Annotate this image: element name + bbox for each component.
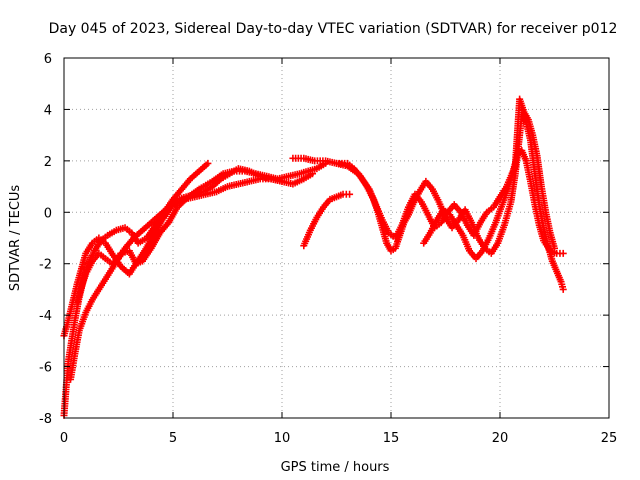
data-point bbox=[278, 177, 286, 185]
chart-title: Day 045 of 2023, Sidereal Day-to-day VTE… bbox=[49, 21, 618, 37]
data-point bbox=[346, 190, 354, 198]
y-tick-label: -6 bbox=[39, 361, 52, 376]
y-tick-label: -8 bbox=[39, 412, 52, 427]
y-tick-label: 4 bbox=[44, 103, 52, 118]
y-tick-label: 6 bbox=[44, 52, 52, 67]
y-axis-label: SDTVAR / TECUs bbox=[8, 185, 23, 292]
y-tick-label: 2 bbox=[44, 155, 52, 170]
data-point bbox=[559, 249, 567, 257]
data-point bbox=[551, 244, 558, 252]
series-track-7 bbox=[333, 147, 567, 257]
x-tick-label: 5 bbox=[169, 431, 177, 446]
x-tick-label: 0 bbox=[60, 431, 68, 446]
y-tick-label: -4 bbox=[39, 309, 52, 324]
axis-ticks bbox=[63, 57, 610, 419]
axis-tick-labels: 0 5 10 15 20 25 -8 -6 -4 -2 0 2 4 6 bbox=[39, 52, 617, 446]
y-tick-label: 0 bbox=[44, 206, 52, 221]
plot-frame bbox=[63, 57, 610, 419]
data-point bbox=[204, 159, 212, 167]
series-track-6 bbox=[300, 190, 354, 250]
x-tick-label: 10 bbox=[274, 431, 291, 446]
y-tick-label: -2 bbox=[39, 258, 52, 273]
x-axis-label: GPS time / hours bbox=[281, 460, 390, 475]
x-tick-label: 20 bbox=[492, 431, 509, 446]
series-track-4 bbox=[73, 165, 286, 306]
x-tick-label: 25 bbox=[601, 431, 618, 446]
series-track-8 bbox=[420, 95, 558, 263]
data-point bbox=[309, 170, 317, 178]
data-point bbox=[559, 285, 567, 293]
data-series bbox=[60, 95, 567, 419]
x-tick-label: 15 bbox=[383, 431, 400, 446]
